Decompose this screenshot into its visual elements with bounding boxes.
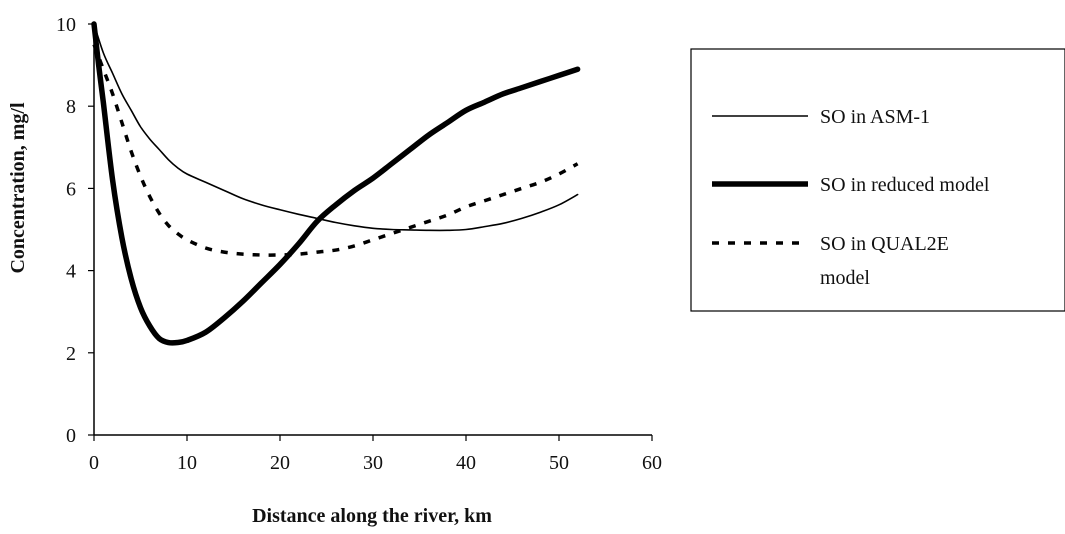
x-tick-label: 60 bbox=[642, 452, 662, 474]
x-tick-label: 0 bbox=[89, 452, 99, 474]
legend-label-2: SO in reduced model bbox=[820, 174, 990, 196]
y-tick-label: 4 bbox=[66, 261, 76, 283]
plot-lines bbox=[91, 21, 581, 346]
legend-label-3: SO in QUAL2E model bbox=[820, 233, 949, 289]
y-ticks: 0 2 4 6 8 10 bbox=[56, 14, 94, 447]
legend-items: SO in ASM-1 SO in reduced model SO in QUAL… bbox=[712, 106, 990, 289]
y-tick-label: 8 bbox=[66, 96, 76, 118]
x-ticks: 0 10 20 30 40 50 60 bbox=[89, 435, 662, 474]
y-tick-label: 10 bbox=[56, 14, 76, 36]
axes bbox=[93, 24, 652, 436]
legend: SO in ASM-1 SO in reduced model SO in QUAL… bbox=[690, 48, 1065, 312]
y-tick-label: 0 bbox=[66, 425, 76, 447]
y-tick-label: 2 bbox=[66, 343, 76, 365]
x-tick-label: 20 bbox=[270, 452, 290, 474]
series-line-2 bbox=[91, 21, 581, 346]
legend-label-1: SO in ASM-1 bbox=[820, 106, 930, 128]
x-tick-label: 50 bbox=[549, 452, 569, 474]
series-line-3 bbox=[92, 43, 579, 257]
y-axis-title: Concentration, mg/l bbox=[7, 102, 29, 274]
y-tick-label: 6 bbox=[66, 178, 76, 200]
legend-box bbox=[690, 48, 1065, 312]
x-axis-title: Distance along the river, km bbox=[252, 505, 492, 527]
x-tick-label: 30 bbox=[363, 452, 383, 474]
x-tick-label: 10 bbox=[177, 452, 197, 474]
series-line-1 bbox=[93, 23, 579, 232]
x-tick-label: 40 bbox=[456, 452, 476, 474]
